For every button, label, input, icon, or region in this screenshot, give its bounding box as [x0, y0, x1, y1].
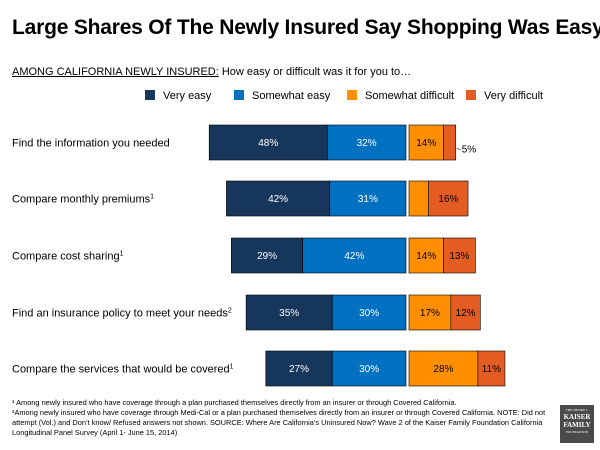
data-label-somewhat-difficult: 17% — [420, 308, 440, 319]
data-label-very-easy: 42% — [268, 194, 288, 205]
data-label-very-difficult: 16% — [438, 194, 458, 205]
legend-swatch-somewhat-difficult — [347, 90, 357, 100]
bar-segment-very-easy — [231, 237, 303, 274]
kff-logo: THE HENRY J. KAISER FAMILY FOUNDATION — [560, 405, 594, 443]
bar-segment-somewhat-difficult — [408, 237, 444, 274]
bar-segment-somewhat-difficult — [408, 124, 444, 161]
bar-row: Find an insurance policy to meet your ne… — [12, 294, 481, 331]
bar-segment-very-difficult — [443, 237, 476, 274]
bar-segment-very-difficult — [477, 350, 506, 387]
data-label-somewhat-easy: 30% — [359, 364, 379, 375]
footnotes: ¹ Among newly insured who have coverage … — [12, 398, 557, 438]
bar-segment-somewhat-difficult — [408, 294, 452, 331]
category-footnote-marker: 1 — [150, 194, 154, 201]
category-label: Compare the services that would be cover… — [12, 364, 234, 376]
data-label-somewhat-easy: 31% — [358, 194, 378, 205]
data-label-somewhat-difficult: 14% — [416, 251, 436, 262]
data-label-somewhat-easy: 30% — [359, 308, 379, 319]
legend-label-somewhat-difficult: Somewhat difficult — [365, 90, 455, 102]
bar-segment-very-easy — [265, 350, 333, 387]
bar-row: Compare cost sharing1 29% 42% 14% 13% — [12, 237, 476, 274]
data-label-very-easy: 29% — [257, 251, 277, 262]
bar-segment-somewhat-easy — [329, 180, 407, 217]
legend-swatch-very-easy — [145, 90, 155, 100]
legend-item-somewhat-difficult: Somewhat difficult — [347, 90, 454, 102]
category-label: Find an insurance policy to meet your ne… — [12, 308, 232, 320]
bar-segment-somewhat-easy — [326, 124, 407, 161]
bar-segment-very-difficult — [443, 124, 457, 161]
bar-segment-very-easy — [208, 124, 328, 161]
bar-segment-somewhat-difficult — [408, 350, 479, 387]
bar-segment-very-easy — [226, 180, 331, 217]
bar-segment-somewhat-easy — [302, 237, 407, 274]
logo-line-3: FOUNDATION — [565, 430, 589, 434]
bar-segment-somewhat-easy — [331, 350, 407, 387]
legend: Very easy Somewhat easy Somewhat difficu… — [0, 90, 600, 104]
legend-label-very-difficult: Very difficult — [484, 90, 544, 102]
data-label-very-easy: 27% — [289, 364, 309, 375]
data-label-very-difficult: 12% — [456, 308, 476, 319]
data-label-very-easy: 35% — [279, 308, 299, 319]
bar-segment-somewhat-difficult — [408, 180, 429, 217]
bar-segment-very-easy — [245, 294, 333, 331]
legend-item-very-easy: Very easy — [145, 90, 211, 102]
subtitle-lead: AMONG CALIFORNIA NEWLY INSURED: — [12, 66, 219, 78]
chart-subtitle: AMONG CALIFORNIA NEWLY INSURED: How easy… — [12, 66, 411, 78]
category-footnote-marker: 1 — [230, 364, 234, 371]
footnote-2: ²Among newly insured who have coverage t… — [12, 408, 546, 437]
category-label: Find the information you needed — [12, 138, 170, 150]
chart-title: Large Shares Of The Newly Insured Say Sh… — [12, 16, 600, 39]
legend-label-somewhat-easy: Somewhat easy — [252, 90, 331, 102]
bar-segment-somewhat-easy — [331, 294, 407, 331]
subtitle-question: How easy or difficult was it for you to… — [218, 66, 412, 78]
bar-row: Compare the services that would be cover… — [12, 350, 506, 387]
bar-segment-very-difficult — [450, 294, 481, 331]
data-label-very-difficult: 11% — [482, 364, 501, 375]
data-label-very-difficult: 13% — [449, 251, 469, 262]
bar-row: Find the information you needed 48% 32% 14%… — [12, 124, 477, 161]
legend-label-very-easy: Very easy — [163, 90, 212, 102]
data-label-somewhat-difficult: 28% — [433, 364, 453, 375]
logo-line-2a: KAISER — [563, 413, 591, 421]
legend-item-very-difficult: Very difficult — [466, 90, 543, 102]
legend-swatch-somewhat-easy — [234, 90, 244, 100]
data-label-very-difficult: 5% — [462, 145, 477, 156]
logo-line-1: THE HENRY J. — [565, 408, 589, 412]
data-label-leader — [456, 148, 461, 150]
data-label-somewhat-difficult: 14% — [416, 138, 436, 149]
category-footnote-marker: 2 — [228, 308, 232, 315]
bar-segment-very-difficult — [428, 180, 469, 217]
legend-item-somewhat-easy: Somewhat easy — [234, 90, 330, 102]
legend-swatch-very-difficult — [466, 90, 476, 100]
data-label-somewhat-easy: 32% — [357, 138, 377, 149]
category-footnote-marker: 1 — [120, 251, 124, 258]
category-label: Compare cost sharing1 — [12, 251, 124, 263]
data-label-very-easy: 48% — [258, 138, 278, 149]
footnote-1: ¹ Among newly insured who have coverage … — [12, 398, 457, 407]
data-label-somewhat-easy: 42% — [344, 251, 364, 262]
category-label: Compare monthly premiums1 — [12, 194, 154, 206]
logo-line-2b: FAMILY — [563, 421, 591, 429]
